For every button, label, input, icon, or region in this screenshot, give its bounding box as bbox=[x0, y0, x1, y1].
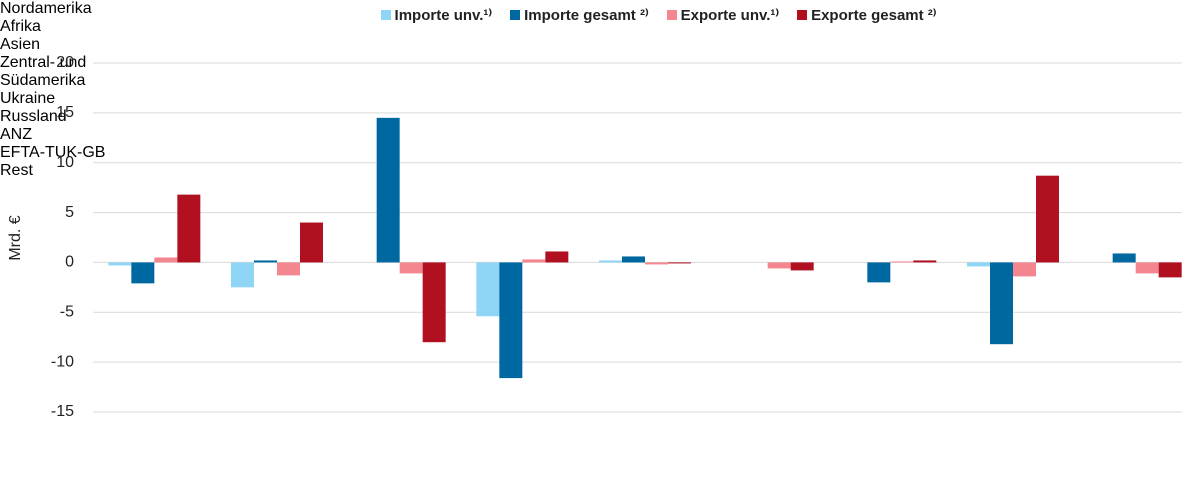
bar bbox=[131, 262, 155, 284]
bar bbox=[967, 262, 990, 267]
bar bbox=[1112, 253, 1136, 263]
legend-label: Importe gesamt ²⁾ bbox=[524, 7, 649, 24]
x-tick-label: EFTA-TUK-GB bbox=[0, 144, 106, 161]
x-tick-label: Ukraine bbox=[0, 90, 56, 107]
legend-label: Exporte unv.¹⁾ bbox=[680, 7, 780, 24]
y-tick-label: -5 bbox=[60, 304, 74, 321]
bar bbox=[867, 262, 891, 283]
bar bbox=[622, 256, 645, 263]
x-tick-label: Asien bbox=[0, 36, 41, 53]
bar bbox=[231, 262, 254, 288]
bar bbox=[522, 259, 546, 263]
y-tick-label: 10 bbox=[56, 154, 74, 171]
x-tick-label: Afrika bbox=[0, 18, 41, 35]
legend-swatch bbox=[380, 10, 391, 20]
y-tick-label: 20 bbox=[56, 54, 74, 71]
legend-swatch bbox=[797, 10, 808, 20]
x-tick-label: Russland bbox=[0, 108, 67, 125]
legend-item: Exporte unv.¹⁾ bbox=[666, 6, 780, 24]
x-tick-label: Nordamerika bbox=[0, 0, 92, 17]
legend: Importe unv.¹⁾ Importe gesamt ²⁾ Exporte u… bbox=[0, 6, 1197, 24]
legend-item: Exporte gesamt ²⁾ bbox=[797, 6, 936, 24]
y-tick-label: 15 bbox=[56, 104, 74, 121]
bar bbox=[990, 262, 1013, 345]
bar bbox=[399, 262, 423, 274]
bar bbox=[1158, 262, 1182, 278]
legend-item: Importe unv.¹⁾ bbox=[380, 6, 493, 24]
bar bbox=[1036, 175, 1059, 263]
bar bbox=[645, 262, 668, 265]
bar bbox=[277, 262, 300, 276]
legend-item: Importe gesamt ²⁾ bbox=[510, 6, 649, 24]
bar bbox=[1135, 262, 1159, 274]
legend-swatch bbox=[666, 10, 677, 20]
bar bbox=[300, 222, 323, 263]
bar bbox=[545, 251, 569, 263]
y-tick-label: 5 bbox=[65, 204, 74, 221]
y-axis-label: Mrd. € bbox=[7, 215, 24, 260]
legend-label: Exporte gesamt ²⁾ bbox=[811, 7, 937, 24]
bar bbox=[668, 262, 691, 264]
legend-swatch bbox=[510, 10, 521, 20]
bar bbox=[913, 260, 937, 263]
bar bbox=[254, 260, 277, 263]
y-tick-label: 0 bbox=[65, 254, 74, 271]
bar bbox=[422, 262, 446, 343]
bar bbox=[499, 262, 523, 379]
y-tick-label: -10 bbox=[51, 353, 74, 370]
bar bbox=[108, 262, 132, 266]
bar bbox=[767, 262, 791, 269]
bar bbox=[1013, 262, 1036, 277]
x-tick-label: Rest bbox=[0, 162, 33, 179]
bar bbox=[154, 257, 178, 263]
bar bbox=[890, 261, 914, 263]
legend-label: Importe unv.¹⁾ bbox=[394, 7, 493, 24]
bar bbox=[376, 117, 400, 263]
x-tick-label: ANZ bbox=[0, 126, 32, 143]
x-tick-label: Zentral- und Südamerika bbox=[0, 54, 87, 89]
bar bbox=[599, 260, 622, 263]
bar bbox=[790, 262, 814, 271]
bar bbox=[177, 194, 201, 263]
bar bbox=[476, 262, 500, 317]
y-tick-label: -15 bbox=[51, 403, 74, 420]
